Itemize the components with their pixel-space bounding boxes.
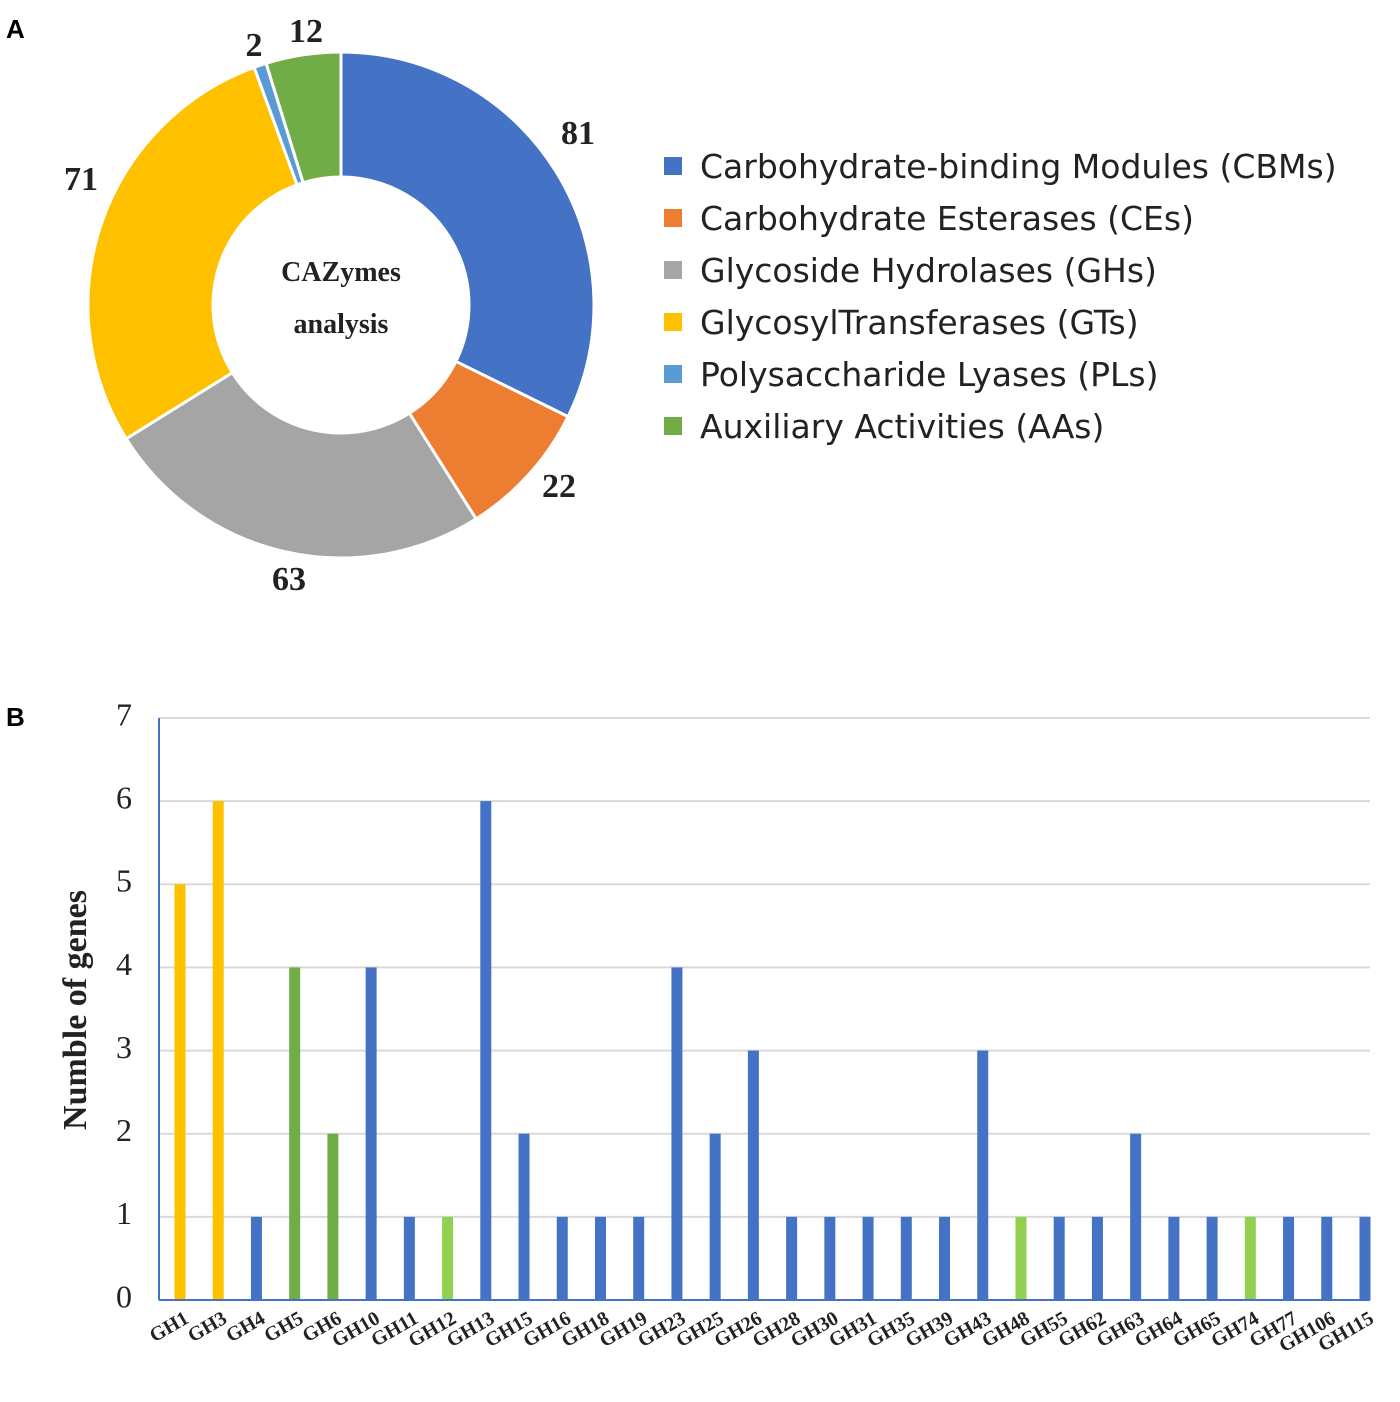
legend-swatch (664, 157, 682, 175)
bar-gh43 (977, 1050, 989, 1300)
y-tick-label: 4 (116, 946, 132, 982)
bar-gh39 (939, 1216, 951, 1300)
legend-label: GlycosylTransferases (GTs) (700, 302, 1139, 342)
bar-gh23 (671, 967, 683, 1300)
legend-item-ghs: Glycoside Hydrolases (GHs) (664, 244, 1337, 296)
bar-gh31 (862, 1216, 874, 1300)
donut-legend: Carbohydrate-binding Modules (CBMs) Carb… (664, 140, 1337, 452)
donut-value-label-1: 22 (542, 468, 576, 505)
legend-swatch (664, 417, 682, 435)
donut-chart: 81 22 63 71 2 12 CAZymes analysis (64, 13, 596, 598)
bar-gh4 (250, 1216, 262, 1300)
bar-gh1 (174, 884, 186, 1300)
y-axis-label: Numble of genes (57, 890, 94, 1130)
donut-value-label-3: 71 (64, 161, 98, 198)
bar-gh48 (1015, 1216, 1027, 1300)
legend-item-cbms: Carbohydrate-binding Modules (CBMs) (664, 140, 1337, 192)
donut-value-label-0: 81 (561, 115, 595, 152)
y-tick-label: 5 (116, 863, 132, 899)
legend-item-gts: GlycosylTransferases (GTs) (664, 296, 1337, 348)
legend-item-aas: Auxiliary Activities (AAs) (664, 400, 1337, 452)
donut-center-label-line1: CAZymes (281, 257, 401, 288)
bar-gh77 (1283, 1216, 1295, 1300)
bar-gh115 (1359, 1216, 1371, 1300)
y-tick-label: 2 (116, 1112, 132, 1148)
legend-label: Carbohydrate Esterases (CEs) (700, 198, 1194, 238)
legend-label: Glycoside Hydrolases (GHs) (700, 250, 1157, 290)
bar-gh16 (556, 1216, 568, 1300)
bar-gh10 (365, 967, 377, 1300)
bar-gh30 (824, 1216, 836, 1300)
legend-label: Auxiliary Activities (AAs) (700, 406, 1105, 446)
bar-gh28 (786, 1216, 798, 1300)
bar-gh55 (1053, 1216, 1065, 1300)
donut-value-label-5: 12 (289, 13, 323, 50)
bar-gh3 (212, 801, 224, 1300)
bar-gh64 (1168, 1216, 1180, 1300)
bar-gh26 (747, 1050, 759, 1300)
legend-swatch (664, 313, 682, 331)
legend-item-ces: Carbohydrate Esterases (CEs) (664, 192, 1337, 244)
legend-label: Polysaccharide Lyases (PLs) (700, 354, 1159, 394)
y-tick-label: 3 (116, 1029, 132, 1065)
y-tick-label: 7 (116, 696, 132, 732)
donut-slice-2 (124, 370, 479, 560)
donut-center-label-line2: analysis (294, 309, 389, 340)
bar-gh106 (1321, 1216, 1333, 1300)
y-tick-label: 6 (116, 779, 132, 815)
bar-gh74 (1244, 1216, 1256, 1300)
bar-gh5 (289, 967, 301, 1300)
legend-item-pls: Polysaccharide Lyases (PLs) (664, 348, 1337, 400)
bar-gh18 (594, 1216, 606, 1300)
bar-gh13 (480, 801, 492, 1300)
bar-gh65 (1206, 1216, 1218, 1300)
y-tick-label: 0 (116, 1278, 132, 1314)
panel-label-b: B (6, 702, 25, 732)
legend-label: Carbohydrate-binding Modules (CBMs) (700, 146, 1337, 186)
bar-gh12 (442, 1216, 454, 1300)
bar-gh63 (1130, 1133, 1142, 1300)
bar-gh35 (900, 1216, 912, 1300)
panel-label-a: A (6, 14, 25, 44)
y-tick-label: 1 (116, 1195, 132, 1231)
bar-gh62 (1091, 1216, 1103, 1300)
bar-gh15 (518, 1133, 530, 1300)
donut-value-label-2: 63 (272, 561, 306, 598)
bar-gh6 (327, 1133, 339, 1300)
bar-gh11 (403, 1216, 415, 1300)
donut-value-label-4: 2 (246, 27, 263, 64)
legend-swatch (664, 209, 682, 227)
legend-swatch (664, 365, 682, 383)
donut-slice-5 (264, 50, 343, 185)
donut-slice-3 (86, 65, 299, 441)
legend-swatch (664, 261, 682, 279)
bar-gh25 (709, 1133, 721, 1300)
bar-gh19 (633, 1216, 645, 1300)
donut-slice-0 (339, 50, 596, 419)
